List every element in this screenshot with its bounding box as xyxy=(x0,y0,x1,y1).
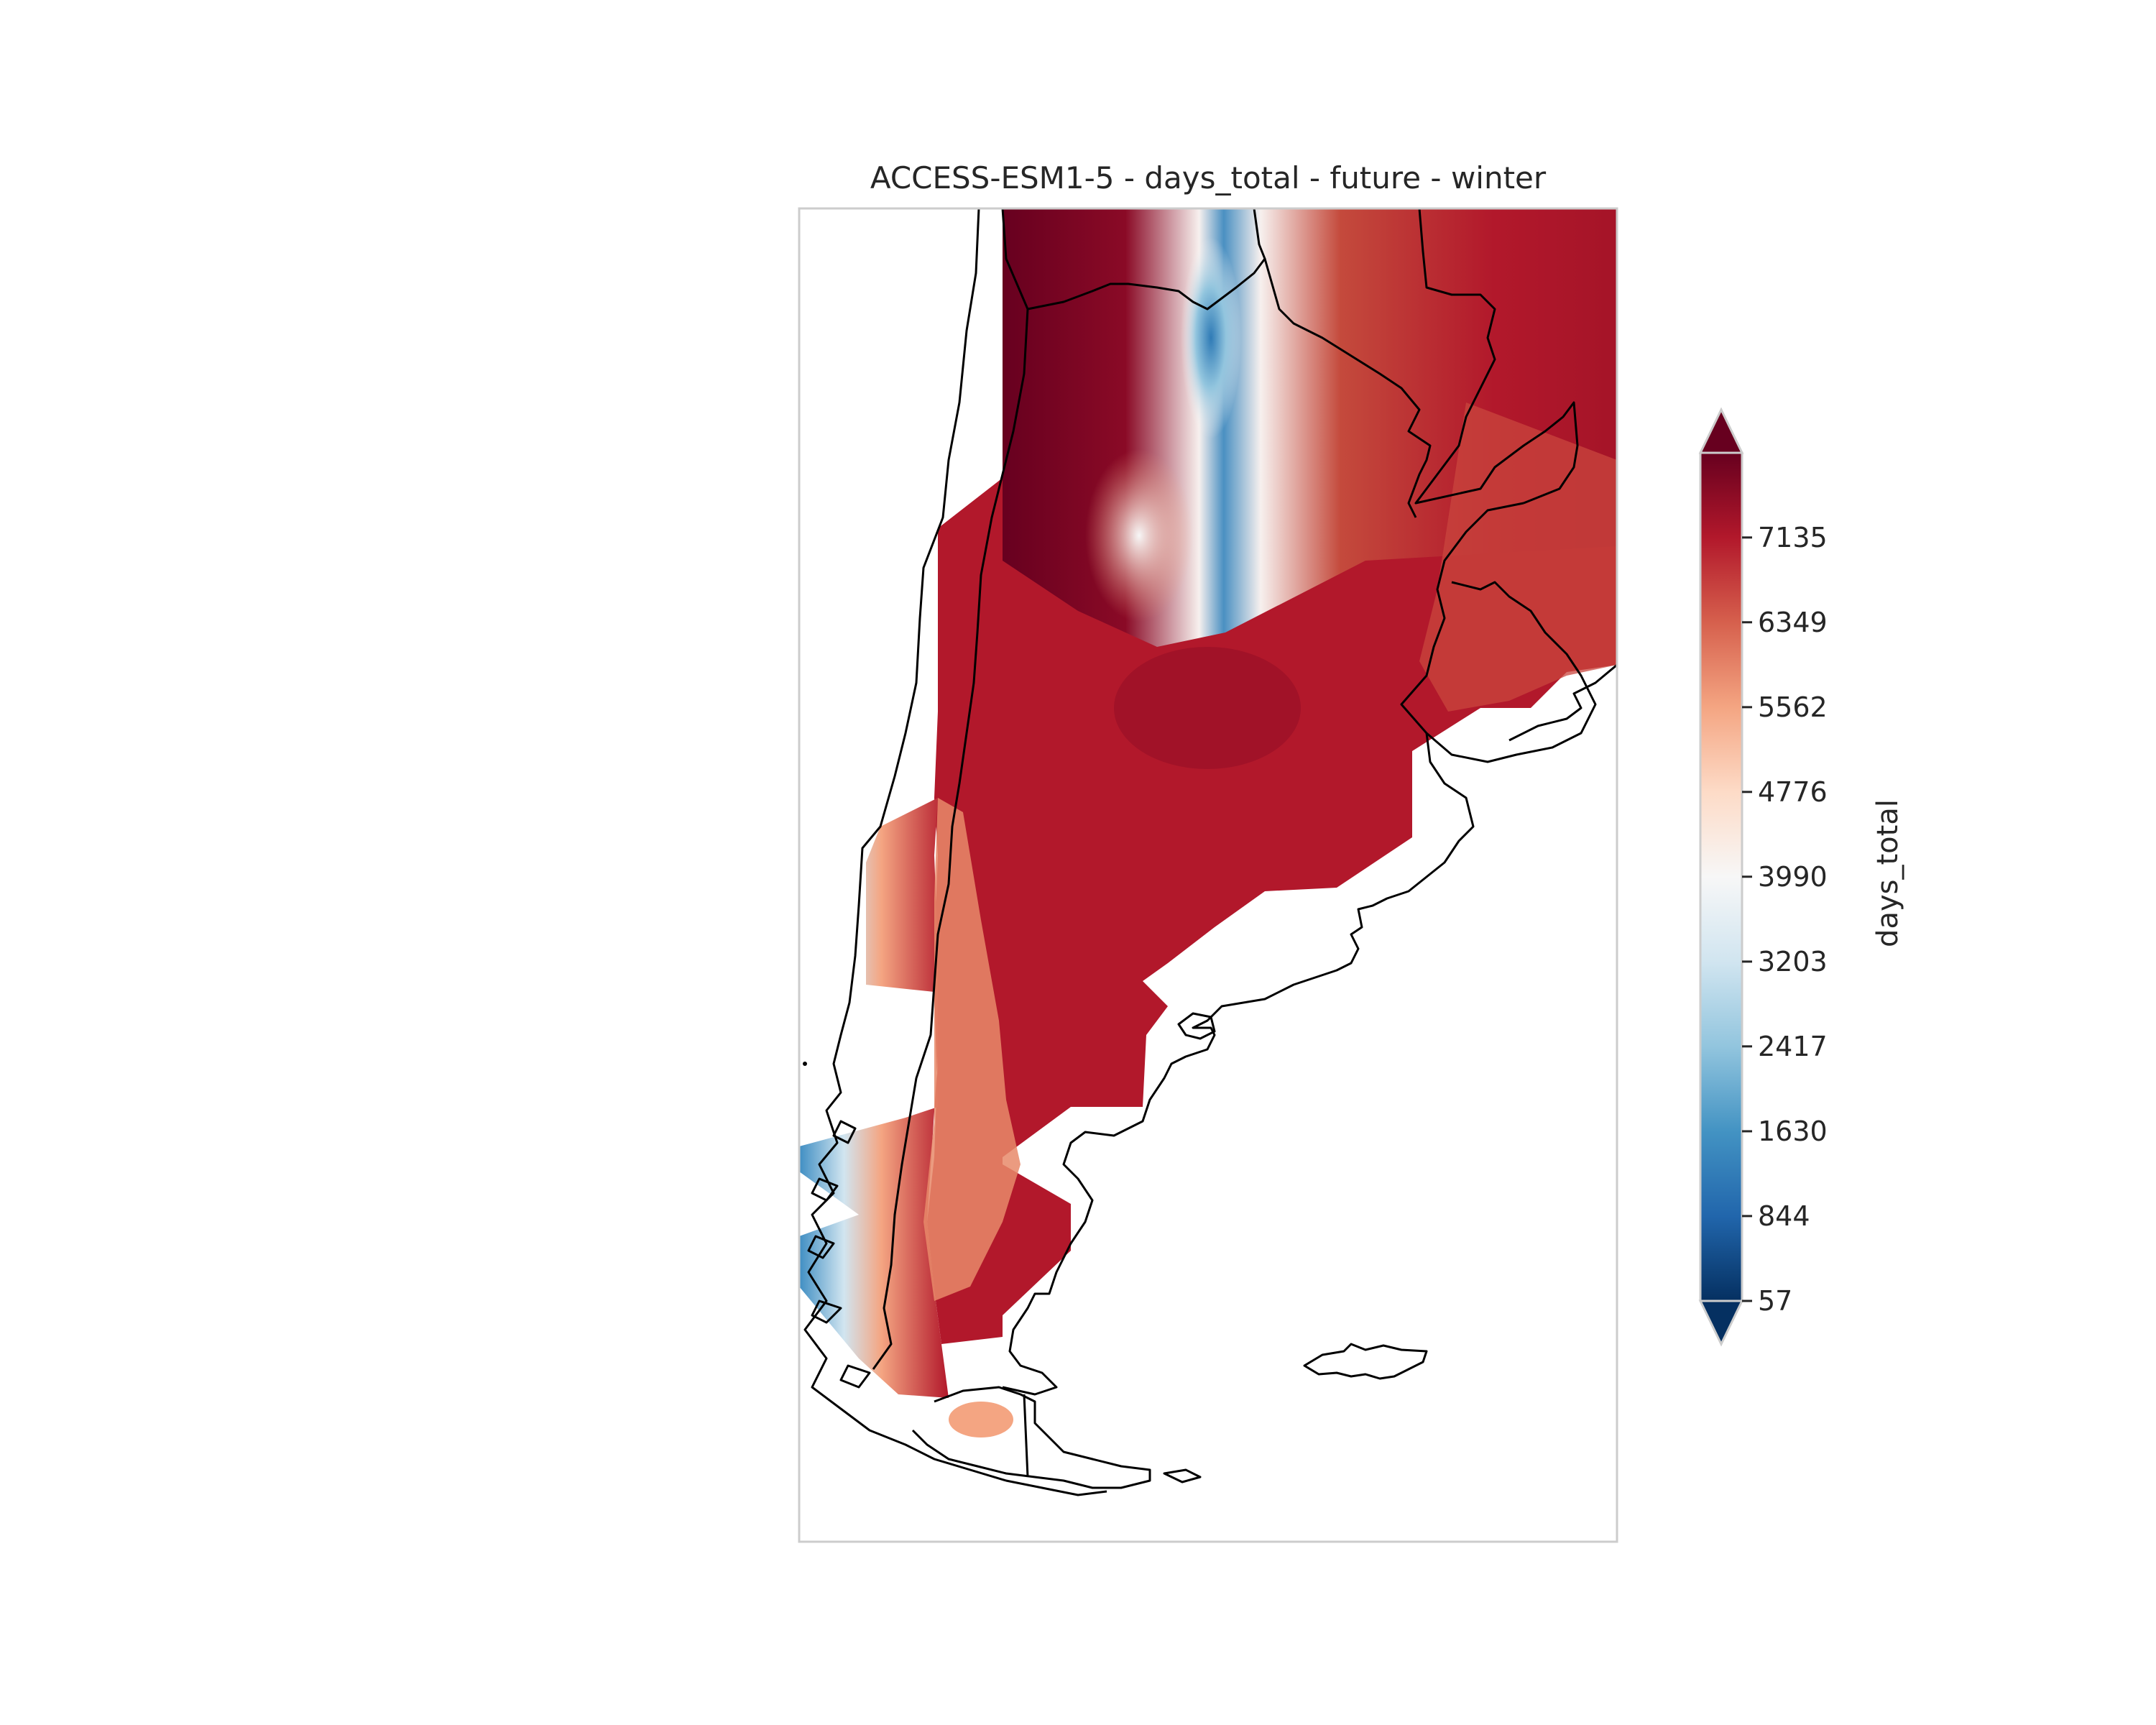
colorbar-tick-label: 1630 xyxy=(1758,1116,1828,1147)
data-field-dark-core xyxy=(1114,647,1301,769)
map-frame xyxy=(798,207,1618,1543)
colorbar-tick-label: 57 xyxy=(1758,1285,1792,1317)
colorbar-tick-label: 4776 xyxy=(1758,776,1828,808)
colorbar-ticks: 57 844 1630 2417 3203 3990 4776 5562 6349 7135 xyxy=(1742,522,1828,1317)
small-island-dot xyxy=(803,1062,807,1066)
data-field-blue-streak xyxy=(1181,237,1241,438)
map-panel xyxy=(799,208,1617,1542)
data-field-east xyxy=(1419,402,1617,712)
falkland-islands xyxy=(1303,1343,1428,1380)
fjord-islands-4 xyxy=(811,1300,842,1324)
data-field-andes-tongue xyxy=(923,798,1021,1301)
colorbar-tick-label: 844 xyxy=(1758,1200,1810,1232)
colorbar-tick-label: 2417 xyxy=(1758,1031,1828,1062)
colorbar-body xyxy=(1699,451,1743,1302)
uruguay-coast xyxy=(1508,663,1617,742)
colorbar-tick-label: 3990 xyxy=(1758,861,1828,893)
northern-border xyxy=(1027,257,1432,518)
peninsula-valdes xyxy=(1177,1012,1216,1040)
data-field-south-patch xyxy=(949,1402,1013,1438)
pacific-coastline xyxy=(803,208,1107,1496)
uruguay-border xyxy=(1400,502,1597,763)
colorbar-tick-label: 7135 xyxy=(1758,522,1828,553)
data-field-west-strip xyxy=(799,798,949,1398)
island-south xyxy=(1163,1468,1202,1484)
colorbar-tick-label: 6349 xyxy=(1758,607,1828,638)
tierra-del-fuego xyxy=(911,1386,1151,1489)
colorbar-extend-max xyxy=(1698,407,1744,454)
chile-argentina-border xyxy=(872,208,1029,1370)
colorbar: 57 844 1630 2417 3203 3990 4776 5562 6349 7135 da… xyxy=(1698,407,1904,1347)
tdf-border xyxy=(1023,1394,1029,1478)
fjord-islands-5 xyxy=(839,1364,871,1389)
data-field-white-patch xyxy=(1085,449,1193,622)
fjord-islands-3 xyxy=(807,1235,835,1259)
fjord-islands-2 xyxy=(811,1177,839,1202)
colorbar-label: days_total xyxy=(1871,799,1904,947)
atlantic-coastline xyxy=(1002,732,1475,1396)
colorbar-extend-min xyxy=(1698,1300,1744,1347)
map-title: ACCESS-ESM1-5 - days_total - future - wi… xyxy=(870,160,1547,196)
colorbar-tick-label: 5562 xyxy=(1758,691,1828,723)
colorbar-tick-label: 3203 xyxy=(1758,946,1828,978)
fjord-islands-1 xyxy=(832,1120,857,1144)
coastlines xyxy=(803,208,1617,1496)
brazil-border xyxy=(1414,208,1579,505)
paraguay-border xyxy=(1253,208,1266,259)
